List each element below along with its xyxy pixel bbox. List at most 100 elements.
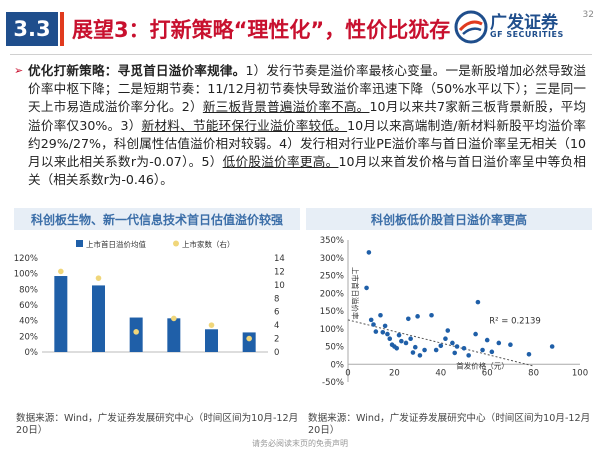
y-axis-label: 上市首日溢价率: [351, 267, 361, 320]
y-tick-label: 250%: [320, 272, 344, 282]
header-divider: [10, 54, 592, 55]
scatter-point: [396, 332, 402, 338]
y-tick-label: 150%: [320, 307, 344, 317]
y-tick-label: 350%: [320, 236, 344, 246]
x-tick-label: 40: [435, 368, 446, 378]
y2-tick-label: 0: [274, 348, 279, 358]
y-tick-label: 100%: [320, 325, 344, 335]
scatter-point: [484, 337, 490, 343]
logo-text-en: GF SECURITIES: [490, 30, 564, 39]
bar: [205, 329, 218, 352]
scatter-point: [385, 331, 390, 337]
scatter-point: [399, 338, 404, 344]
left-chart-title: 科创板生物、新一代信息技术首日估值溢价较强: [14, 208, 300, 230]
segment: 10月以来共7家新三板背景新股，平均溢价率仅30%。3）: [28, 99, 586, 133]
legend-label-bar: 上市首日溢价均值: [86, 239, 146, 249]
logo-text-cn: 广发证券: [490, 13, 558, 33]
count-dot: [171, 315, 177, 322]
scatter-point: [466, 353, 471, 358]
y-tick-label: 0%: [331, 360, 345, 370]
scatter-point: [454, 344, 460, 349]
y2-tick-label: 6: [274, 308, 279, 318]
scatter-point: [473, 331, 478, 337]
y-tick-label: 200%: [320, 289, 344, 299]
scatter-point: [496, 340, 502, 346]
r-squared-annotation: R² = 0.2139: [489, 316, 541, 326]
scatter-point: [450, 340, 455, 346]
slide-header: 3.3 展望3：打新策略“理性化”，性价比犹存 广发证券 GF SECURITI…: [0, 0, 600, 56]
y-tick-label: 300%: [320, 254, 344, 264]
bar: [54, 276, 68, 352]
scatter-point: [526, 352, 532, 357]
scatter-point: [452, 350, 458, 356]
scatter-point: [412, 344, 418, 350]
y-tick-label: 40%: [19, 317, 38, 327]
y2-tick-label: 14: [274, 254, 285, 264]
right-chart-title: 科创板低价股首日溢价率更高: [306, 208, 592, 230]
scatter-point: [461, 345, 467, 351]
y2-tick-label: 10: [274, 281, 285, 291]
y-tick-label: 80%: [19, 285, 38, 295]
scatter-point: [364, 285, 369, 291]
scatter-point: [408, 336, 413, 341]
legend-swatch-bar: [76, 240, 83, 247]
y2-tick-label: 12: [274, 267, 285, 277]
scatter-point: [415, 314, 420, 319]
segment-underlined: 低价股溢价率更高。: [222, 154, 339, 170]
y2-tick-label: 2: [274, 335, 279, 345]
scatter-point: [443, 336, 448, 341]
gf-logo-icon: [454, 10, 488, 44]
y-tick-label: 0%: [25, 348, 39, 358]
trendline: [347, 319, 534, 367]
scatter-point: [380, 330, 386, 335]
y-tick-label: -50%: [322, 378, 344, 388]
count-dot: [246, 335, 252, 342]
right-chart-source: 数据来源：Wind，广发证券发展研究中心（时间区间为10月-12月20日）: [308, 413, 591, 436]
bar: [242, 332, 256, 352]
body-paragraph: 优化打新策略：寻觅首日溢价率规律。1）发行节奏是溢价率最核心变量。一是新股增加必…: [28, 62, 586, 189]
bar: [167, 318, 181, 352]
x-tick-label: 0: [345, 368, 350, 378]
slide-title: 展望3：打新策略“理性化”，性价比犹存: [72, 18, 451, 42]
scatter-point: [373, 329, 379, 334]
legend-label-dot: 上市家数（右）: [182, 239, 235, 249]
y-tick-label: 20%: [19, 332, 38, 342]
left-chart-source: 数据来源：Wind，广发证券发展研究中心（时间区间为10月-12月20日）: [16, 413, 299, 436]
scatter-point: [387, 336, 393, 341]
y2-tick-label: 4: [274, 321, 279, 331]
scatter-point: [366, 250, 372, 255]
count-dot: [95, 275, 102, 281]
page-number: 32: [582, 10, 594, 20]
left-bar-chart: 上市首日溢价均值 上市家数（右） 0% 20% 40% 60% 80% 100% 120% 0 2 4…: [14, 239, 285, 358]
y-tick-label: 60%: [19, 301, 38, 311]
scatter-point: [410, 350, 416, 355]
scatter-point: [433, 347, 439, 353]
bar: [92, 285, 105, 352]
scatter-point: [406, 316, 411, 322]
paragraph-lead: 优化打新策略：寻觅首日溢价率规律。: [28, 63, 246, 78]
scatter-point: [489, 349, 495, 355]
y-tick-label: 50%: [325, 343, 344, 353]
section-number-badge: 3.3: [6, 12, 58, 46]
scatter-point: [368, 317, 374, 323]
section-accent-bar: [60, 12, 64, 46]
y-tick-label: 100%: [14, 270, 38, 280]
count-dot: [133, 329, 139, 335]
scatter-point: [445, 328, 451, 333]
segment: 10月以来首发价格与首日溢价率呈中等负相关（相关系数r为-0.46）。: [28, 154, 587, 188]
scatter-point: [403, 340, 409, 346]
x-axis-label: 首发价格（元）: [456, 361, 509, 371]
scatter-point: [475, 299, 481, 305]
x-tick-label: 60: [482, 368, 493, 378]
scatter-point: [429, 312, 434, 318]
scatter-point: [549, 344, 555, 349]
segment-underlined: 新三板背景普遍溢价率不高。: [202, 99, 370, 115]
legend-swatch-dot: [173, 240, 179, 247]
segment: 1）发行节奏是溢价率最核心变量。一是新股增加必然导致溢价率中枢下降；二是短期节奏…: [28, 63, 586, 115]
scatter-point: [371, 322, 376, 327]
right-scatter-chart: -50% 0% 50% 100% 150% 200% 250% 300% 350% 0 20 40 60…: [320, 236, 588, 388]
y2-tick-label: 8: [274, 294, 279, 304]
x-tick-label: 80: [528, 368, 539, 378]
scatter-point: [394, 345, 400, 351]
bullet-icon: ➢: [14, 64, 24, 77]
